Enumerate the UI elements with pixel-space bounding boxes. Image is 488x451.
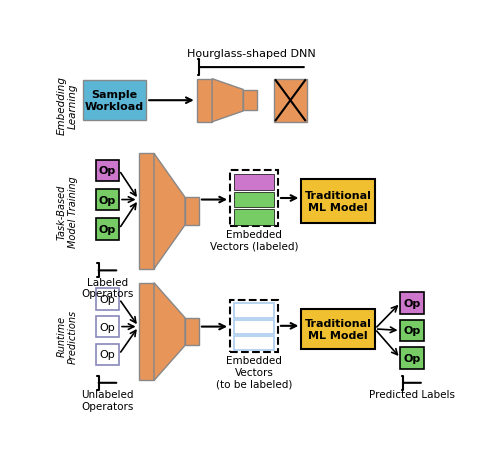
Bar	[96, 344, 119, 365]
Bar	[234, 304, 274, 319]
Polygon shape	[154, 283, 185, 381]
Bar	[139, 154, 154, 269]
Bar	[230, 300, 278, 352]
Bar	[96, 160, 119, 182]
Bar	[234, 336, 274, 351]
Bar	[234, 192, 274, 208]
Text: Unlabeled
Operators: Unlabeled Operators	[81, 389, 134, 411]
Bar	[234, 175, 274, 191]
Text: Embedded
Vectors (labeled): Embedded Vectors (labeled)	[210, 229, 298, 251]
Text: Embedding
Learning: Embedding Learning	[57, 76, 78, 135]
Text: Traditional
ML Model: Traditional ML Model	[305, 191, 371, 212]
Text: Traditional
ML Model: Traditional ML Model	[305, 318, 371, 340]
Bar	[96, 189, 119, 211]
Text: Op: Op	[404, 354, 421, 364]
Bar	[139, 283, 154, 381]
Text: Runtime
Predictions: Runtime Predictions	[57, 309, 78, 363]
Text: Sample
Workload: Sample Workload	[85, 90, 144, 112]
Text: Task-Based
Model Training: Task-Based Model Training	[57, 176, 78, 248]
Text: Op: Op	[100, 350, 115, 359]
Bar	[401, 320, 424, 341]
Text: Op: Op	[404, 298, 421, 308]
Bar	[234, 320, 274, 335]
Bar	[401, 348, 424, 369]
Bar	[185, 198, 199, 226]
Bar	[230, 171, 278, 226]
Bar	[96, 316, 119, 338]
Bar	[301, 309, 375, 349]
Text: Op: Op	[100, 322, 115, 332]
Text: Op: Op	[99, 166, 116, 176]
Text: Embedded
Vectors
(to be labeled): Embedded Vectors (to be labeled)	[216, 355, 292, 388]
Text: Op: Op	[100, 294, 115, 304]
Bar	[243, 91, 257, 111]
Bar	[197, 79, 212, 123]
Text: Labeled
Operators: Labeled Operators	[81, 277, 134, 299]
Text: Op: Op	[404, 326, 421, 336]
Bar	[96, 289, 119, 310]
Text: Hourglass-shaped DNN: Hourglass-shaped DNN	[187, 49, 316, 59]
Text: Op: Op	[99, 224, 116, 234]
Polygon shape	[212, 79, 243, 123]
Bar	[234, 210, 274, 226]
Bar	[96, 219, 119, 240]
Polygon shape	[154, 154, 185, 269]
Bar	[401, 292, 424, 314]
Text: Op: Op	[99, 195, 116, 205]
Bar	[301, 179, 375, 224]
Bar	[82, 81, 146, 121]
Text: Predicted Labels: Predicted Labels	[369, 389, 455, 399]
Bar	[274, 79, 306, 123]
Bar	[185, 318, 199, 345]
